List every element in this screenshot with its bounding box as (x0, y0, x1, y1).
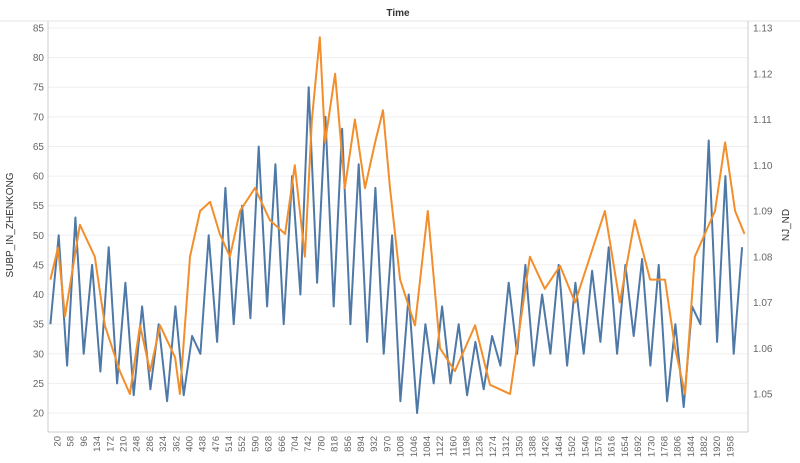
y-tick-label: 20 (33, 409, 45, 420)
x-tick-label: 742 (303, 436, 314, 452)
x-tick-label: 1388 (528, 436, 539, 457)
x-tick-label: 1692 (633, 436, 644, 457)
x-tick-label: 1122 (435, 436, 446, 456)
y-tick-label: 65 (33, 142, 45, 153)
x-tick-label: 1654 (620, 436, 631, 457)
x-tick-label: 666 (277, 436, 288, 452)
x-tick-label: 1540 (580, 436, 591, 457)
x-tick-label: 514 (224, 436, 235, 452)
y-right-tick-label: 1.07 (753, 298, 773, 309)
x-tick-label: 1198 (462, 436, 473, 456)
y-right-tick-label: 1.09 (753, 207, 773, 218)
x-tick-label: 96 (79, 436, 90, 447)
x-tick-label: 1844 (686, 436, 697, 457)
y-tick-label: 45 (33, 260, 45, 271)
y-right-tick-label: 1.06 (753, 344, 773, 355)
y-tick-label: 60 (33, 172, 45, 183)
x-tick-label: 1806 (673, 436, 684, 457)
x-tick-label: 20 (53, 436, 64, 447)
y-axis-label-right: NJ_ND (781, 209, 792, 241)
x-tick-label: 476 (211, 436, 222, 452)
chart-title: Time (386, 8, 410, 19)
y-tick-label: 50 (33, 231, 45, 242)
y-right-tick-label: 1.12 (753, 69, 773, 80)
x-tick-label: 400 (184, 436, 195, 452)
y-tick-label: 80 (33, 53, 45, 64)
x-tick-label: 1084 (422, 436, 433, 457)
x-tick-label: 1730 (646, 436, 657, 457)
x-tick-label: 856 (343, 436, 354, 452)
x-tick-label: 58 (66, 436, 77, 447)
y-tick-label: 75 (33, 83, 45, 94)
y-tick-label: 85 (33, 24, 45, 35)
x-tick-label: 362 (171, 436, 182, 452)
x-tick-label: 438 (198, 436, 209, 452)
x-tick-label: 1882 (699, 436, 710, 457)
x-tick-label: 1160 (448, 436, 459, 456)
x-tick-label: 704 (290, 436, 301, 452)
x-tick-label: 1350 (514, 436, 525, 457)
x-tick-label: 1046 (409, 436, 420, 457)
x-tick-label: 134 (92, 436, 103, 452)
y-tick-label: 40 (33, 290, 45, 301)
x-tick-label: 1236 (475, 436, 486, 457)
x-tick-label: 1920 (712, 436, 723, 457)
x-tick-label: 324 (158, 436, 169, 452)
x-tick-label: 780 (316, 436, 327, 452)
x-tick-label: 628 (264, 436, 275, 452)
y-tick-label: 30 (33, 349, 45, 360)
x-tick-label: 1312 (501, 436, 512, 457)
y-right-tick-label: 1.05 (753, 390, 773, 401)
x-tick-label: 1616 (607, 436, 618, 457)
x-tick-label: 1768 (659, 436, 670, 457)
x-tick-label: 932 (369, 436, 380, 452)
x-tick-label: 248 (132, 436, 143, 452)
x-tick-label: 1464 (554, 436, 565, 457)
y-tick-label: 35 (33, 320, 45, 331)
y-right-tick-label: 1.08 (753, 252, 773, 263)
y-right-tick-label: 1.11 (753, 115, 772, 126)
y-tick-label: 70 (33, 112, 45, 123)
y-axis-label-left: SUBP_IN_ZHENKONG (5, 172, 16, 277)
y-right-tick-label: 1.13 (753, 24, 773, 35)
x-tick-label: 970 (382, 436, 393, 452)
x-tick-label: 1426 (541, 436, 552, 457)
x-tick-label: 1274 (488, 436, 499, 457)
x-tick-label: 1958 (725, 436, 736, 457)
x-tick-label: 894 (356, 436, 367, 452)
x-tick-label: 172 (105, 436, 116, 452)
x-tick-label: 552 (237, 436, 248, 452)
x-tick-label: 590 (250, 436, 261, 452)
x-tick-label: 286 (145, 436, 156, 452)
x-tick-label: 1502 (567, 436, 578, 457)
y-right-tick-label: 1.10 (753, 161, 773, 172)
x-tick-label: 1008 (396, 436, 407, 457)
x-tick-label: 818 (330, 436, 341, 452)
series-line-nj-nd (49, 36, 746, 395)
series-line-subp-in-zhenkong (49, 86, 744, 414)
x-tick-label: 210 (118, 436, 129, 452)
y-tick-label: 55 (33, 201, 45, 212)
x-tick-label: 1578 (593, 436, 604, 457)
y-tick-label: 25 (33, 379, 45, 390)
